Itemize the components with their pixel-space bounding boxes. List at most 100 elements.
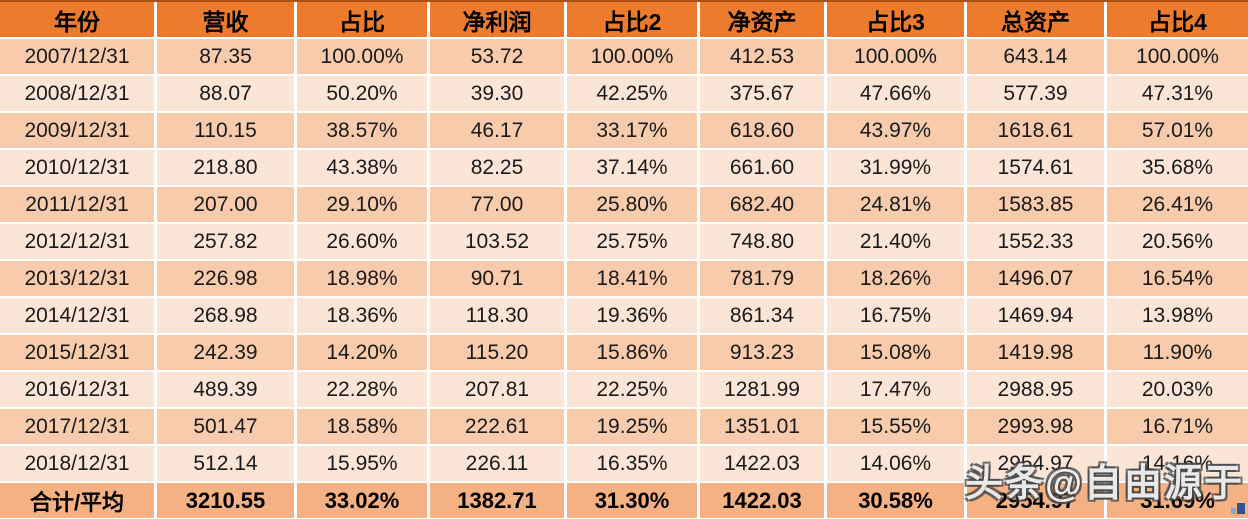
- table-cell: 1496.07: [967, 261, 1104, 296]
- table-cell: 118.30: [430, 298, 564, 333]
- table-cell: 26.41%: [1107, 187, 1248, 222]
- table-cell: 207.00: [157, 187, 294, 222]
- table-cell: 618.60: [700, 113, 824, 148]
- table-cell: 16.54%: [1107, 261, 1248, 296]
- table-cell: 43.38%: [297, 150, 427, 185]
- table-cell: 913.23: [700, 335, 824, 370]
- table-cell: 19.25%: [567, 409, 697, 444]
- table-cell: 15.08%: [827, 335, 964, 370]
- table-cell: 1583.85: [967, 187, 1104, 222]
- table-cell: 1281.99: [700, 372, 824, 407]
- table-cell: 501.47: [157, 409, 294, 444]
- table-cell: 16.71%: [1107, 409, 1248, 444]
- table-cell: 242.39: [157, 335, 294, 370]
- table-cell: 861.34: [700, 298, 824, 333]
- table-cell: 35.68%: [1107, 150, 1248, 185]
- year-cell: 2015/12/31: [0, 335, 154, 370]
- table-cell: 21.40%: [827, 224, 964, 259]
- table-cell: 82.25: [430, 150, 564, 185]
- table-cell: 110.15: [157, 113, 294, 148]
- bar-chart-icon-small-bar: [1231, 508, 1236, 514]
- table-cell: 38.57%: [297, 113, 427, 148]
- summary-label: 合计/平均: [0, 483, 154, 518]
- table-cell: 100.00%: [1107, 39, 1248, 74]
- year-cell: 2013/12/31: [0, 261, 154, 296]
- table-cell: 412.53: [700, 39, 824, 74]
- table-cell: 87.35: [157, 39, 294, 74]
- table-cell: 18.26%: [827, 261, 964, 296]
- table-cell: 20.56%: [1107, 224, 1248, 259]
- table-cell: 50.20%: [297, 76, 427, 111]
- table-cell: 1419.98: [967, 335, 1104, 370]
- table-cell: 375.67: [700, 76, 824, 111]
- table-cell: 1618.61: [967, 113, 1104, 148]
- table-cell: 16.75%: [827, 298, 964, 333]
- table-cell: 22.28%: [297, 372, 427, 407]
- summary-cell: 1422.03: [700, 483, 824, 518]
- table-cell: 115.20: [430, 335, 564, 370]
- column-header: 占比4: [1107, 2, 1248, 37]
- table-cell: 46.17: [430, 113, 564, 148]
- table-cell: 90.71: [430, 261, 564, 296]
- table-cell: 1469.94: [967, 298, 1104, 333]
- table-cell: 18.58%: [297, 409, 427, 444]
- year-cell: 2011/12/31: [0, 187, 154, 222]
- table-cell: 2954.97: [967, 446, 1104, 481]
- table-cell: 1351.01: [700, 409, 824, 444]
- table-cell: 77.00: [430, 187, 564, 222]
- year-cell: 2014/12/31: [0, 298, 154, 333]
- table-cell: 57.01%: [1107, 113, 1248, 148]
- summary-cell: 33.02%: [297, 483, 427, 518]
- year-cell: 2010/12/31: [0, 150, 154, 185]
- year-cell: 2016/12/31: [0, 372, 154, 407]
- table-cell: 103.52: [430, 224, 564, 259]
- column-header: 占比: [297, 2, 427, 37]
- table-cell: 26.60%: [297, 224, 427, 259]
- table-cell: 25.75%: [567, 224, 697, 259]
- table-cell: 14.16%: [1107, 446, 1248, 481]
- table-cell: 489.39: [157, 372, 294, 407]
- table-cell: 100.00%: [827, 39, 964, 74]
- column-header: 年份: [0, 2, 154, 37]
- summary-cell: 1382.71: [430, 483, 564, 518]
- summary-cell: 2954.97: [967, 483, 1104, 518]
- summary-cell: 3210.55: [157, 483, 294, 518]
- table-cell: 47.31%: [1107, 76, 1248, 111]
- table-cell: 11.90%: [1107, 335, 1248, 370]
- table-cell: 748.80: [700, 224, 824, 259]
- column-header: 净利润: [430, 2, 564, 37]
- year-cell: 2017/12/31: [0, 409, 154, 444]
- table-cell: 19.36%: [567, 298, 697, 333]
- year-cell: 2008/12/31: [0, 76, 154, 111]
- table-cell: 1552.33: [967, 224, 1104, 259]
- table-cell: 53.72: [430, 39, 564, 74]
- table-cell: 15.55%: [827, 409, 964, 444]
- table-cell: 226.98: [157, 261, 294, 296]
- table-cell: 1422.03: [700, 446, 824, 481]
- table-cell: 14.06%: [827, 446, 964, 481]
- year-cell: 2018/12/31: [0, 446, 154, 481]
- table-cell: 16.35%: [567, 446, 697, 481]
- table-cell: 33.17%: [567, 113, 697, 148]
- table-cell: 2988.95: [967, 372, 1104, 407]
- table-cell: 257.82: [157, 224, 294, 259]
- table-cell: 18.41%: [567, 261, 697, 296]
- table-cell: 222.61: [430, 409, 564, 444]
- table-cell: 25.80%: [567, 187, 697, 222]
- summary-cell: 30.58%: [827, 483, 964, 518]
- table-cell: 100.00%: [567, 39, 697, 74]
- table-cell: 43.97%: [827, 113, 964, 148]
- table-cell: 207.81: [430, 372, 564, 407]
- table-cell: 268.98: [157, 298, 294, 333]
- table-cell: 37.14%: [567, 150, 697, 185]
- table-cell: 18.98%: [297, 261, 427, 296]
- column-header: 净资产: [700, 2, 824, 37]
- table-cell: 39.30: [430, 76, 564, 111]
- table-cell: 577.39: [967, 76, 1104, 111]
- summary-cell: 31.69%: [1107, 483, 1248, 518]
- table-cell: 20.03%: [1107, 372, 1248, 407]
- column-header: 占比3: [827, 2, 964, 37]
- table-cell: 13.98%: [1107, 298, 1248, 333]
